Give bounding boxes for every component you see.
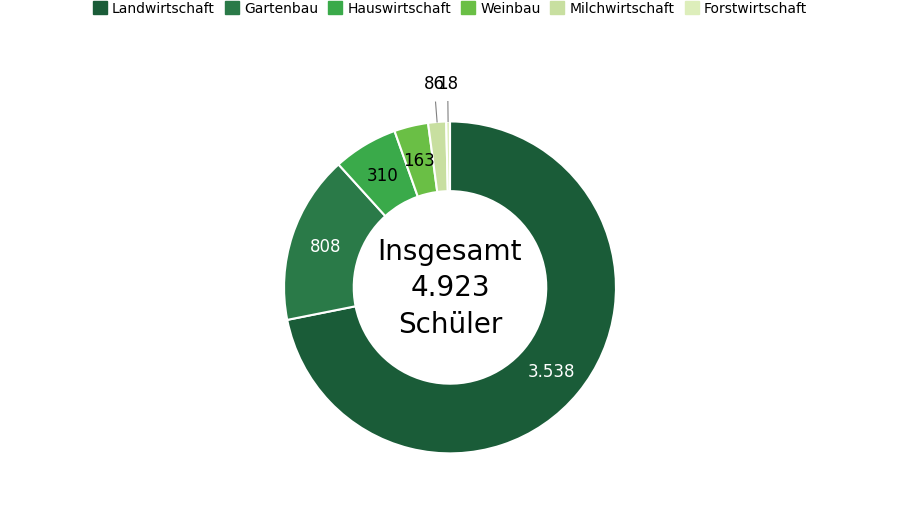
Wedge shape (284, 165, 385, 320)
Wedge shape (394, 124, 437, 197)
Wedge shape (428, 122, 448, 192)
Text: 18: 18 (437, 74, 458, 92)
Text: 163: 163 (403, 152, 435, 170)
Wedge shape (287, 122, 616, 453)
Wedge shape (446, 122, 450, 192)
Text: 3.538: 3.538 (527, 362, 575, 380)
Legend: Landwirtschaft, Gartenbau, Hauswirtschaft, Weinbau, Milchwirtschaft, Forstwirtsc: Landwirtschaft, Gartenbau, Hauswirtschaf… (87, 0, 813, 22)
Text: 86: 86 (424, 75, 446, 93)
Wedge shape (338, 132, 418, 217)
Text: 808: 808 (310, 238, 341, 256)
Text: Insgesamt
4.923
Schüler: Insgesamt 4.923 Schüler (378, 237, 522, 338)
Text: 310: 310 (367, 167, 399, 184)
